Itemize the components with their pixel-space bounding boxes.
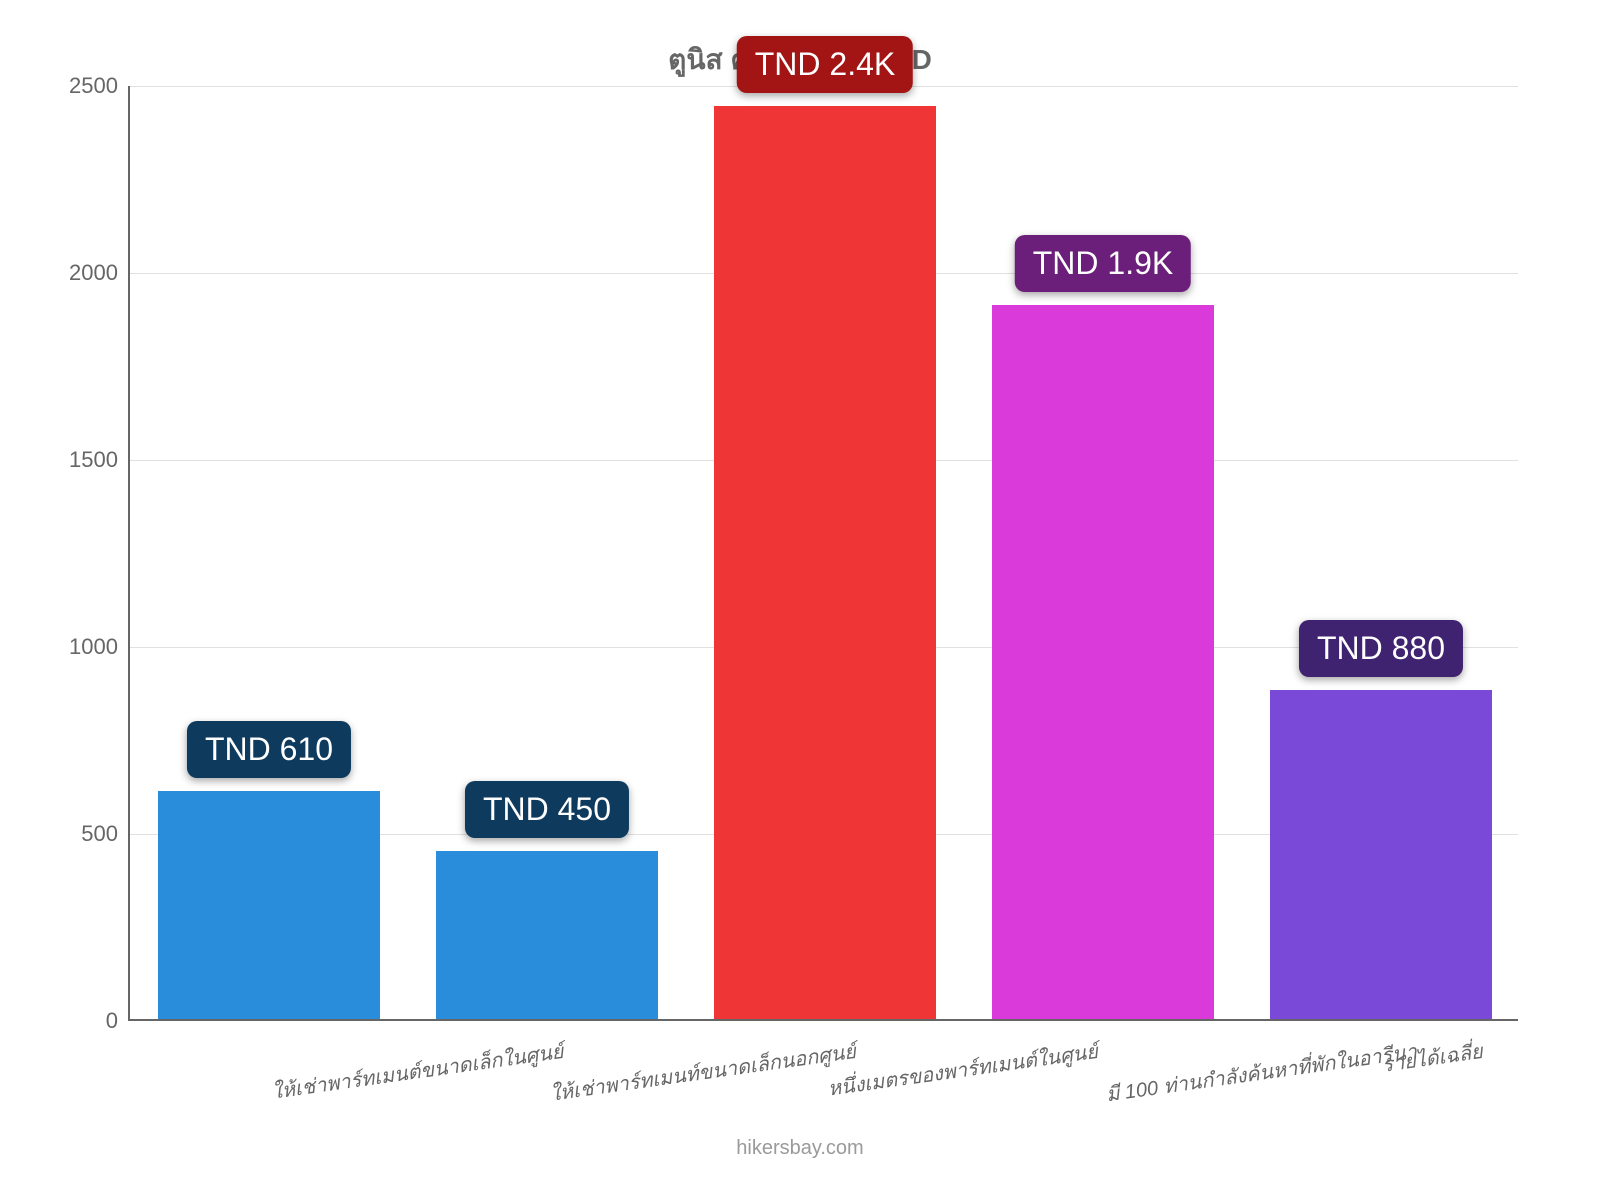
bar-value-badge: TND 880 [1299,620,1463,677]
bar: TND 2.4K [714,106,936,1019]
y-tick-label: 500 [81,821,130,847]
bar: TND 610 [158,791,380,1019]
y-tick-label: 1000 [69,634,130,660]
bar-value-badge: TND 610 [187,721,351,778]
plot-area: TND 610TND 450TND 2.4KTND 1.9KTND 880 05… [128,86,1518,1021]
x-tick-label: ให้เช่าพาร์ทเมนต์ขนาดเล็กในศูนย์ [270,1035,565,1108]
y-tick-label: 2500 [69,73,130,99]
chart-container: ตูนิส ค่าครองชีพ TND TND 610TND 450TND 2… [0,0,1600,1200]
bar-value-badge: TND 450 [465,781,629,838]
attribution-text: hikersbay.com [0,1137,1600,1160]
y-tick-label: 2000 [69,260,130,286]
y-tick-label: 0 [106,1008,130,1034]
y-tick-label: 1500 [69,447,130,473]
bar-value-badge: TND 1.9K [1015,235,1191,292]
bar: TND 1.9K [992,305,1214,1019]
x-tick-label: ให้เช่าพาร์ทเมนท์ขนาดเล็กนอกศูนย์ [548,1035,858,1110]
x-tick-label: หนึ่งเมตรของพาร์ทเมนต์ในศูนย์ [826,1035,1100,1105]
bar-value-badge: TND 2.4K [737,36,913,93]
x-tick-label: มี 100 ท่านกำลังค้นหาที่พักในอารีนา [1104,1035,1419,1110]
bar: TND 450 [436,851,658,1019]
bars-layer: TND 610 TND 450 TND 2.4K TND 1.9K TND 880 [130,86,1518,1019]
bar: TND 880 [1270,690,1492,1019]
